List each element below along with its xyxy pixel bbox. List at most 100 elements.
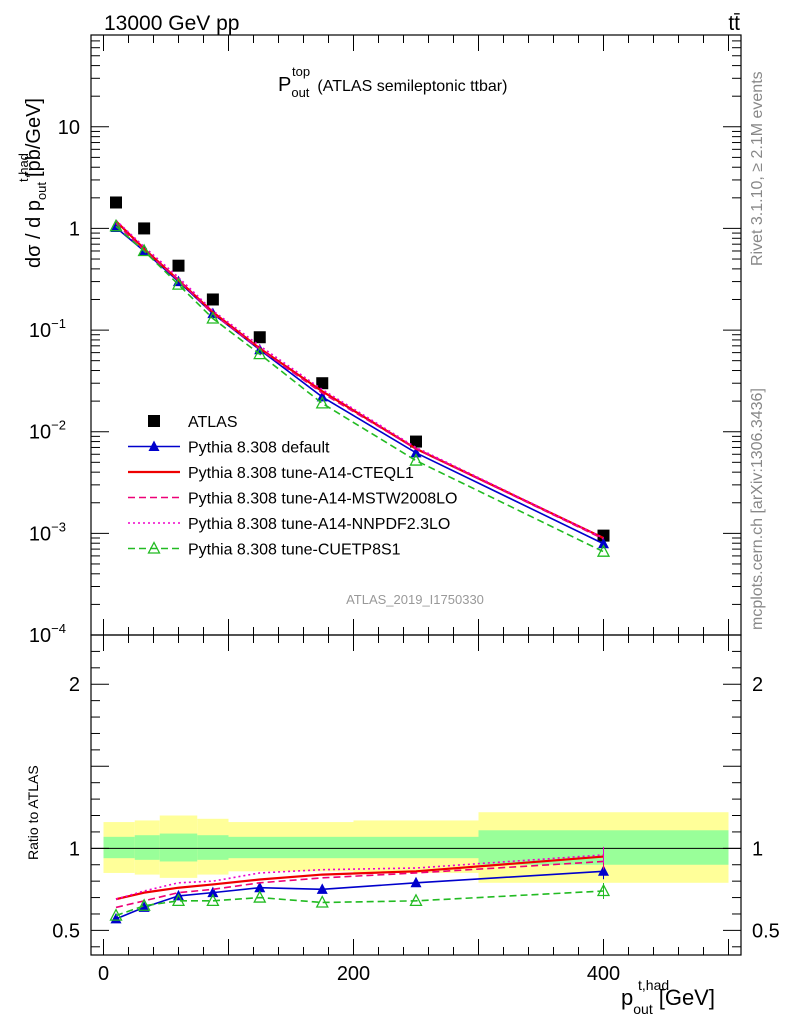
main-series-5-point xyxy=(109,218,123,232)
legend-label: Pythia 8.308 default xyxy=(188,440,330,457)
main-series-0-point xyxy=(253,331,266,344)
main-series-5-point xyxy=(206,311,220,324)
stat-uncertainty-band xyxy=(159,833,198,862)
mcplots-label: mcplots.cern.ch [arXiv:1306.3436] xyxy=(749,388,766,630)
main-series-5-line xyxy=(115,225,604,553)
stat-uncertainty-band xyxy=(353,836,479,859)
tick-base: 10 xyxy=(29,625,51,647)
tick-exponent: −3 xyxy=(51,519,66,534)
tick-exponent: −4 xyxy=(51,621,66,636)
ratio-series-1-line xyxy=(115,855,604,901)
ratio-series-0-point xyxy=(598,865,609,876)
ratio-series-4-point xyxy=(171,893,186,906)
xlabel-sub: out xyxy=(633,1001,653,1017)
tick-base: 10 xyxy=(58,117,80,139)
stat-uncertainty-band xyxy=(228,836,291,859)
x-tick-labels: 0 200 400 xyxy=(98,963,620,985)
main-series-5-point xyxy=(315,395,329,409)
main-series-4-line xyxy=(115,219,604,539)
ratio-series-0-point xyxy=(410,876,422,888)
legend-label: ATLAS xyxy=(188,414,238,431)
ratio-y-tick-labels: 0.5 0.5 1 1 2 2 xyxy=(52,674,780,942)
ratio-series-4-line xyxy=(115,890,604,917)
legend-symbol xyxy=(148,415,160,427)
legend-symbol xyxy=(128,440,180,451)
main-series-0-point xyxy=(597,529,610,542)
main-series-0-point xyxy=(138,222,151,235)
tick-exponent: −1 xyxy=(51,316,66,331)
main-y-tick-label: 10−2 xyxy=(29,418,66,444)
main-series-0-point xyxy=(206,293,219,306)
ratio-ticks xyxy=(91,634,741,955)
ratio-panel: 0.5 0.5 1 1 2 2 0 200 400 xyxy=(52,634,780,985)
tick-base: 10 xyxy=(29,320,51,342)
ratio-y-tick-label: 0.5 xyxy=(52,920,80,942)
stat-uncertainty-band xyxy=(134,835,160,860)
ratio-series-4-point xyxy=(206,893,220,906)
ratio-series-4-point xyxy=(109,908,123,921)
ratio-series-4-point xyxy=(315,895,329,908)
stat-uncertainty-band xyxy=(103,836,135,859)
legend-symbol xyxy=(128,541,180,554)
main-series-5-point xyxy=(171,277,186,290)
legend-label: Pythia 8.308 tune-A14-CTEQL1 xyxy=(188,465,414,482)
title-rest: (ATLAS semileptonic ttbar) xyxy=(317,78,507,95)
ratio-series-0-point xyxy=(138,901,150,912)
main-series-5-point xyxy=(596,544,611,557)
xlabel: pout [GeV] xyxy=(621,985,715,1017)
legend-marker xyxy=(148,415,160,427)
main-y-tick-label: 10−3 xyxy=(29,519,66,545)
tick-base: 10 xyxy=(29,422,51,444)
main-series-1-point xyxy=(598,537,609,549)
analysis-id: ATLAS_2019_I1750330 xyxy=(346,592,484,607)
ratio-series-4-point xyxy=(409,893,423,906)
ratio-ylabel: Ratio to ATLAS xyxy=(25,765,41,860)
x-tick-label: 200 xyxy=(337,963,370,985)
header-right: tt̄ xyxy=(728,12,740,35)
main-series-5-point xyxy=(253,346,267,360)
stat-uncertainty-band xyxy=(197,835,229,860)
header-left: 13000 GeV pp xyxy=(104,12,239,35)
ratio-series-0-point xyxy=(110,912,122,924)
tick-base: 10 xyxy=(29,523,51,545)
main-series-layer xyxy=(109,196,611,557)
main-series-0-point xyxy=(110,196,122,209)
main-series-5-point xyxy=(137,243,151,257)
main-y-tick-label: 10−1 xyxy=(29,316,66,342)
title-sub: out xyxy=(291,85,309,100)
ratio-series-0-point xyxy=(254,881,266,893)
ratio-series-4-point xyxy=(596,883,611,897)
xlabel-main: p xyxy=(621,985,633,1010)
ylabel-sup: t,had xyxy=(16,153,31,182)
legend: ATLAS Pythia 8.308 default Pythia 8.308 tu… xyxy=(128,414,457,559)
legend-marker xyxy=(147,541,161,554)
plot-title: Pout (ATLAS semileptonic ttbar) xyxy=(278,74,507,100)
ratio-series-0-point xyxy=(207,886,219,898)
main-y-tick-label: 10−4 xyxy=(29,621,66,647)
main-series-1-point xyxy=(410,446,422,458)
stat-uncertainty-band xyxy=(291,836,354,859)
legend-label: Pythia 8.308 tune-A14-MSTW2008LO xyxy=(188,491,457,508)
rivet-label: Rivet 3.1.10, ≥ 2.1M events xyxy=(749,71,766,266)
svg-text:dσ / d pout[pb/GeV]: dσ / d pout [pb/GeV] xyxy=(23,98,49,268)
xlabel-sup: t,had xyxy=(638,977,669,993)
xlabel-unit: [GeV] xyxy=(659,985,715,1010)
ratio-frame xyxy=(90,634,742,956)
ratio-series-4-point xyxy=(137,898,151,911)
main-series-0-point xyxy=(172,259,185,272)
ylabel-unit: [pb/GeV] xyxy=(23,98,45,177)
ratio-y-tick-label: 2 xyxy=(69,674,80,696)
ratio-y-tick-label-right: 0.5 xyxy=(752,920,780,942)
x-tick-label: 400 xyxy=(587,963,620,985)
ratio-series-2-line xyxy=(115,860,604,909)
main-series-0-point xyxy=(410,435,422,448)
tick-base: 1 xyxy=(69,218,80,240)
tick-exponent: −2 xyxy=(51,418,66,433)
ratio-y-tick-label-right: 1 xyxy=(752,838,763,860)
ylabel-sub: out xyxy=(34,182,49,200)
ratio-y-tick-label: 1 xyxy=(69,838,80,860)
ratio-series-3-line xyxy=(115,854,604,900)
